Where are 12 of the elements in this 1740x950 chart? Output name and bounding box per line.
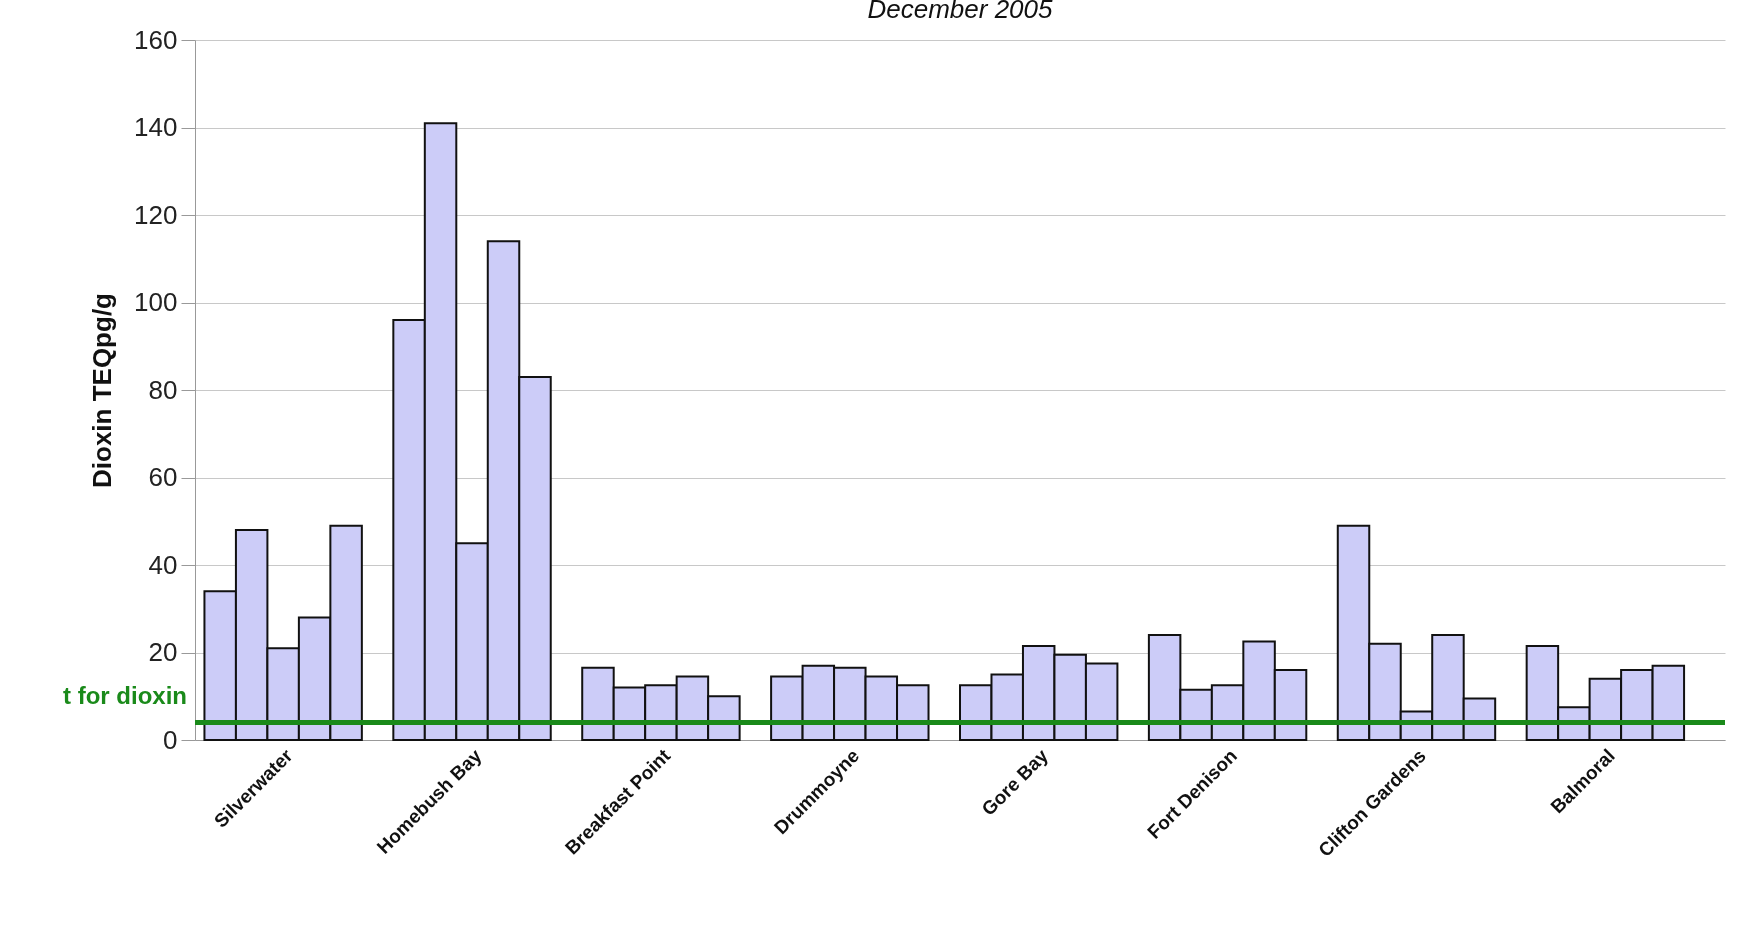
- y-tick-label: 100: [134, 287, 178, 317]
- y-tick-label: 80: [148, 374, 178, 405]
- y-tick-label: 60: [148, 462, 178, 492]
- y-tick-label: 160: [134, 24, 178, 55]
- chart-title: December 2005: [867, 0, 1054, 24]
- y-axis-title: Dioxin TEQpg/g: [87, 293, 118, 488]
- y-tick-label: 120: [134, 199, 178, 230]
- ref-line-label: t for dioxin: [63, 681, 187, 709]
- y-tick-label: 20: [148, 637, 178, 667]
- y-tick-label: 40: [148, 549, 178, 580]
- y-tick-label: 0: [163, 724, 178, 755]
- y-tick-label: 140: [134, 112, 178, 142]
